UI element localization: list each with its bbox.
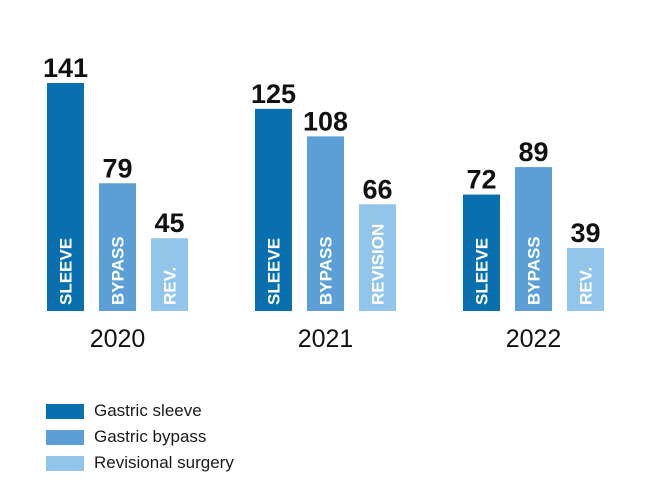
bar-revisional-2020 xyxy=(151,238,188,311)
legend-label-revisional: Revisional surgery xyxy=(94,453,234,472)
bar-bypass-2021 xyxy=(307,136,344,311)
bar-bypass-2022 xyxy=(515,167,552,311)
category-label-2022: 2022 xyxy=(506,325,562,353)
value-label-bypass-2020: 79 xyxy=(102,153,132,183)
value-label-bypass-2022: 89 xyxy=(518,137,548,167)
bar-sleeve-2022 xyxy=(463,194,500,311)
bar-group-2022: 72 SLEEVE 89 BYPASS 39 REV. 2022 xyxy=(463,137,604,353)
bar-label-bypass-2022: BYPASS xyxy=(525,236,544,305)
bar-sleeve-2020 xyxy=(47,83,84,311)
bar-group-2021: 125 SLEEVE 108 BYPASS 66 REVISION 2021 xyxy=(251,79,396,353)
legend-swatch-sleeve xyxy=(46,403,84,419)
bar-sleeve-2021 xyxy=(255,108,292,311)
bar-label-bypass-2021: BYPASS xyxy=(317,236,336,305)
value-label-sleeve-2022: 72 xyxy=(466,165,496,195)
legend-item-bypass: Gastric bypass xyxy=(46,424,234,450)
legend-item-revisional: Revisional surgery xyxy=(46,450,234,476)
legend-swatch-bypass xyxy=(46,429,84,445)
value-label-sleeve-2021: 125 xyxy=(251,79,296,109)
value-label-revisional-2020: 45 xyxy=(154,208,184,238)
bar-revisional-2021 xyxy=(359,204,396,311)
value-label-revisional-2021: 66 xyxy=(362,174,392,204)
bar-label-bypass-2020: BYPASS xyxy=(109,236,128,305)
bar-label-revisional-2022: REV. xyxy=(577,267,596,305)
category-label-2020: 2020 xyxy=(90,325,146,353)
value-label-revisional-2022: 39 xyxy=(570,218,600,248)
legend-swatch-revisional xyxy=(46,455,84,471)
chart-legend: Gastric sleeve Gastric bypass Revisional… xyxy=(46,398,234,476)
legend-label-bypass: Gastric bypass xyxy=(94,427,207,446)
value-label-bypass-2021: 108 xyxy=(303,106,348,136)
bar-bypass-2020 xyxy=(99,183,136,311)
bar-label-sleeve-2020: SLEEVE xyxy=(57,238,76,305)
category-label-2021: 2021 xyxy=(298,325,354,353)
bar-chart: 141 SLEEVE 79 BYPASS 45 REV. 2020 125 SLEEVE 108 B… xyxy=(43,53,604,353)
bar-label-sleeve-2021: SLEEVE xyxy=(265,238,284,305)
value-label-sleeve-2020: 141 xyxy=(43,53,88,83)
bar-label-sleeve-2022: SLEEVE xyxy=(473,238,492,305)
bar-label-revisional-2020: REV. xyxy=(161,267,180,305)
bar-label-revisional-2021: REVISION xyxy=(369,224,388,305)
bar-group-2020: 141 SLEEVE 79 BYPASS 45 REV. 2020 xyxy=(43,53,188,353)
legend-item-sleeve: Gastric sleeve xyxy=(46,398,234,424)
legend-label-sleeve: Gastric sleeve xyxy=(94,401,202,420)
bar-revisional-2022 xyxy=(567,247,604,311)
